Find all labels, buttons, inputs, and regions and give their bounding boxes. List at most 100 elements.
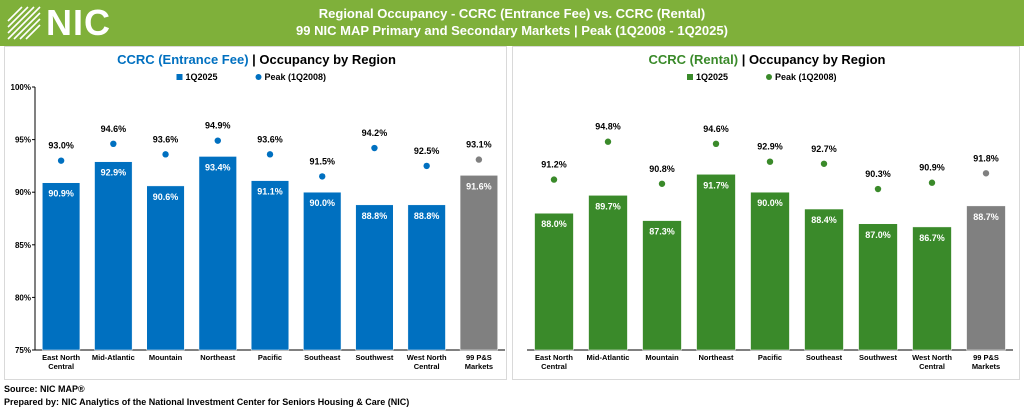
peak-value-label: 91.8% bbox=[973, 153, 999, 163]
legend-swatch-point bbox=[255, 74, 262, 80]
peak-value-label: 93.1% bbox=[466, 140, 492, 150]
bar bbox=[696, 174, 736, 351]
bar bbox=[642, 220, 682, 351]
y-tick-label: 75% bbox=[15, 346, 31, 355]
bar bbox=[303, 191, 342, 351]
category-label: Southeast bbox=[806, 353, 843, 362]
legend-label-bar: 1Q2025 bbox=[696, 72, 728, 82]
category-label: Central bbox=[541, 362, 567, 371]
bar bbox=[94, 161, 133, 351]
peak-point bbox=[766, 158, 774, 165]
bar bbox=[198, 156, 237, 351]
page-title: Regional Occupancy - CCRC (Entrance Fee)… bbox=[200, 5, 824, 39]
legend-label-point: Peak (1Q2008) bbox=[775, 72, 837, 82]
chart-rental: CCRC (Rental) | Occupancy by Region 1Q202… bbox=[527, 52, 1013, 371]
chart-panel-rental: CCRC (Rental) | Occupancy by Region 1Q202… bbox=[512, 46, 1020, 380]
peak-value-label: 93.6% bbox=[257, 134, 283, 144]
bar-value-label: 88.7% bbox=[973, 212, 999, 222]
bar bbox=[250, 180, 290, 351]
legend-label-bar: 1Q2025 bbox=[186, 72, 218, 82]
bar-value-label: 88.4% bbox=[811, 215, 837, 225]
bar-value-label: 92.9% bbox=[101, 168, 127, 178]
chart-entrance-fee: CCRC (Entrance Fee) | Occupancy by Regio… bbox=[11, 52, 505, 371]
bar bbox=[42, 182, 81, 351]
category-label: Mid-Atlantic bbox=[92, 353, 135, 362]
header-banner: NIC Regional Occupancy - CCRC (Entrance … bbox=[0, 0, 1024, 46]
bar bbox=[588, 195, 628, 351]
logo-text: NIC bbox=[46, 2, 111, 43]
peak-point bbox=[162, 151, 169, 158]
peak-point bbox=[928, 179, 936, 186]
bar bbox=[534, 212, 574, 351]
legend-label-point: Peak (1Q2008) bbox=[265, 72, 327, 82]
peak-point bbox=[658, 180, 666, 187]
legend-swatch-bar bbox=[687, 74, 693, 80]
bar-value-label: 91.6% bbox=[466, 181, 492, 191]
peak-value-label: 94.9% bbox=[205, 121, 231, 131]
bar-value-label: 86.7% bbox=[919, 233, 945, 243]
bar-value-label: 87.3% bbox=[649, 227, 675, 237]
category-label: Mountain bbox=[645, 353, 679, 362]
peak-value-label: 91.5% bbox=[309, 156, 335, 166]
bar-value-label: 90.6% bbox=[153, 192, 179, 202]
bar-value-label: 90.0% bbox=[757, 198, 783, 208]
peak-value-label: 92.9% bbox=[757, 142, 783, 152]
bar-value-label: 88.0% bbox=[541, 219, 567, 229]
category-label: Mid-Atlantic bbox=[587, 353, 630, 362]
bar bbox=[459, 175, 498, 351]
footer: Source: NIC MAP® Prepared by: NIC Analyt… bbox=[4, 383, 409, 409]
bar bbox=[407, 204, 446, 351]
peak-value-label: 94.6% bbox=[703, 124, 729, 134]
y-tick-label: 100% bbox=[11, 83, 31, 92]
peak-point bbox=[423, 162, 430, 170]
chart-title-part2: | Occupancy by Region bbox=[249, 52, 396, 67]
peak-point bbox=[319, 173, 326, 180]
chart-title: CCRC (Rental) | Occupancy by Region bbox=[649, 52, 886, 67]
peak-value-label: 93.0% bbox=[48, 141, 74, 151]
nic-logo: NIC bbox=[6, 5, 126, 41]
peak-point bbox=[475, 156, 483, 163]
prepared-by-note: Prepared by: NIC Analytics of the Nation… bbox=[4, 397, 410, 407]
peak-point bbox=[982, 170, 990, 177]
category-label: Northeast bbox=[698, 353, 734, 362]
peak-point bbox=[214, 137, 221, 144]
peak-value-label: 94.6% bbox=[101, 124, 127, 134]
peak-value-label: 94.8% bbox=[595, 122, 621, 132]
peak-value-label: 94.2% bbox=[362, 128, 388, 138]
peak-point bbox=[57, 157, 65, 164]
chart-title: CCRC (Entrance Fee) | Occupancy by Regio… bbox=[117, 52, 396, 67]
peak-value-label: 90.3% bbox=[865, 169, 891, 179]
peak-point bbox=[371, 144, 378, 152]
category-label: East North bbox=[42, 353, 80, 362]
category-label: Markets bbox=[972, 362, 1000, 371]
y-tick-label: 80% bbox=[15, 293, 31, 302]
peak-point bbox=[820, 160, 828, 167]
category-label: Pacific bbox=[758, 353, 782, 362]
bar-value-label: 90.0% bbox=[309, 198, 335, 208]
y-tick-label: 90% bbox=[15, 188, 31, 197]
title-line-2: 99 NIC MAP Primary and Secondary Markets… bbox=[296, 23, 728, 38]
bar-value-label: 90.9% bbox=[48, 189, 74, 199]
bar-value-label: 91.1% bbox=[257, 187, 283, 197]
chart-panel-entrance-fee: CCRC (Entrance Fee) | Occupancy by Regio… bbox=[4, 46, 507, 380]
y-tick-label: 95% bbox=[15, 136, 31, 145]
bar-value-label: 88.8% bbox=[414, 211, 440, 221]
bar-value-label: 89.7% bbox=[595, 201, 621, 211]
peak-point bbox=[874, 185, 882, 193]
bar bbox=[146, 185, 185, 351]
bar bbox=[355, 204, 394, 351]
peak-value-label: 90.8% bbox=[649, 164, 675, 174]
category-label: Southeast bbox=[304, 353, 341, 362]
category-label: Central bbox=[48, 362, 74, 371]
category-label: Central bbox=[919, 362, 945, 371]
chart-title-part2: | Occupancy by Region bbox=[738, 52, 885, 67]
source-note: Source: NIC MAP® bbox=[4, 384, 85, 394]
peak-value-label: 93.6% bbox=[153, 134, 179, 144]
category-label: Pacific bbox=[258, 353, 282, 362]
category-label: Central bbox=[414, 362, 440, 371]
peak-value-label: 90.9% bbox=[919, 163, 945, 173]
y-tick-label: 85% bbox=[15, 241, 31, 250]
bar-value-label: 87.0% bbox=[865, 230, 891, 240]
category-label: Northeast bbox=[200, 353, 236, 362]
chart-title-part1: CCRC (Rental) bbox=[649, 52, 739, 67]
